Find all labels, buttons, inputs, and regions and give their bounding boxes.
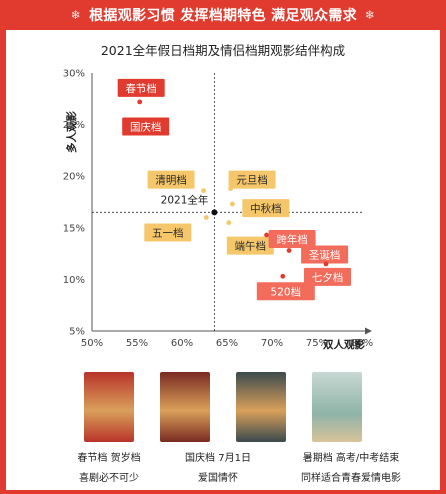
x-axis-arrow	[365, 327, 372, 335]
point-label: 七夕档	[312, 271, 344, 284]
point-label: 中秋档	[250, 202, 282, 215]
data-point	[226, 220, 232, 226]
data-point	[230, 201, 235, 207]
caption-summer: 暑期档 高考/中考结束 同样适合青春爱情电影	[276, 449, 426, 489]
x-tick-label: 65%	[216, 338, 238, 349]
y-axis-title: 多人观影	[65, 111, 78, 153]
caption-line: 爱国情怀	[198, 473, 238, 484]
x-tick-label: 60%	[171, 338, 193, 349]
point-label-box	[122, 117, 170, 136]
point-label-box	[301, 245, 349, 264]
point-label-box	[117, 78, 165, 97]
x-tick-label: 50%	[81, 338, 103, 349]
x-tick-label: 70%	[261, 338, 283, 349]
y-tick-label: 20%	[63, 172, 85, 183]
data-point	[203, 215, 209, 220]
point-label-box	[144, 223, 192, 242]
point-label-box	[242, 199, 290, 218]
caption-line: 同样适合青春爱情电影	[301, 473, 401, 484]
y-tick-label: 10%	[63, 275, 85, 286]
point-label: 端午档	[235, 240, 267, 253]
poster-youth	[312, 372, 362, 442]
y-tick-label: 25%	[63, 120, 85, 131]
chart-title: 2021全年假日档期及情侣档期观影结伴构成	[100, 43, 346, 58]
banner-text: 根据观影习惯 发挥档期特色 满足观众需求	[89, 8, 357, 24]
data-point	[280, 273, 286, 279]
point-label-box	[147, 170, 195, 189]
caption-line: 国庆档 7月1日	[185, 453, 251, 464]
reference-point	[211, 209, 218, 216]
header-banner: ❄ 根据观影习惯 发挥档期特色 满足观众需求 ❄	[0, 0, 446, 30]
y-tick-label: 5%	[69, 327, 85, 338]
point-label-box	[268, 230, 316, 249]
y-tick-label: 30%	[63, 69, 85, 80]
point-label: 跨年档	[276, 233, 308, 246]
caption-national-day: 国庆档 7月1日 爱国情怀	[153, 449, 283, 489]
caption-spring-festival: 春节档 贺岁档 喜剧必不可少	[44, 449, 174, 489]
point-label-box	[228, 170, 276, 189]
caption-line: 喜剧必不可少	[79, 473, 139, 484]
data-point	[264, 232, 269, 238]
point-label: 520档	[271, 285, 302, 298]
snowflake-icon: ❄	[364, 8, 376, 22]
point-label: 元旦档	[236, 174, 268, 187]
poster-national-day	[160, 372, 210, 442]
point-label: 清明档	[155, 174, 187, 187]
data-point	[323, 261, 329, 267]
point-label: 国庆档	[130, 120, 162, 133]
x-tick-label: 75%	[306, 338, 328, 349]
point-label-box	[226, 236, 274, 255]
caption-line: 暑期档 高考/中考结束	[302, 453, 400, 464]
poster-spring-festival	[84, 372, 134, 442]
point-label: 圣诞档	[309, 249, 341, 262]
reference-label: 2021全年	[161, 193, 209, 206]
x-tick-label: 80%	[351, 338, 373, 349]
x-tick-label: 55%	[126, 338, 148, 349]
x-axis-title: 双人观影	[322, 338, 365, 351]
point-label-box	[256, 282, 315, 301]
data-point	[286, 248, 292, 253]
data-point	[137, 99, 143, 105]
poster-summer	[236, 372, 286, 442]
y-tick-label: 15%	[63, 223, 85, 234]
point-label: 春节档	[125, 82, 157, 95]
snowflake-icon: ❄	[70, 8, 82, 22]
data-point	[201, 188, 207, 194]
point-label-box	[304, 267, 351, 286]
point-label: 五一档	[152, 226, 184, 239]
caption-line: 春节档 贺岁档	[77, 453, 141, 464]
